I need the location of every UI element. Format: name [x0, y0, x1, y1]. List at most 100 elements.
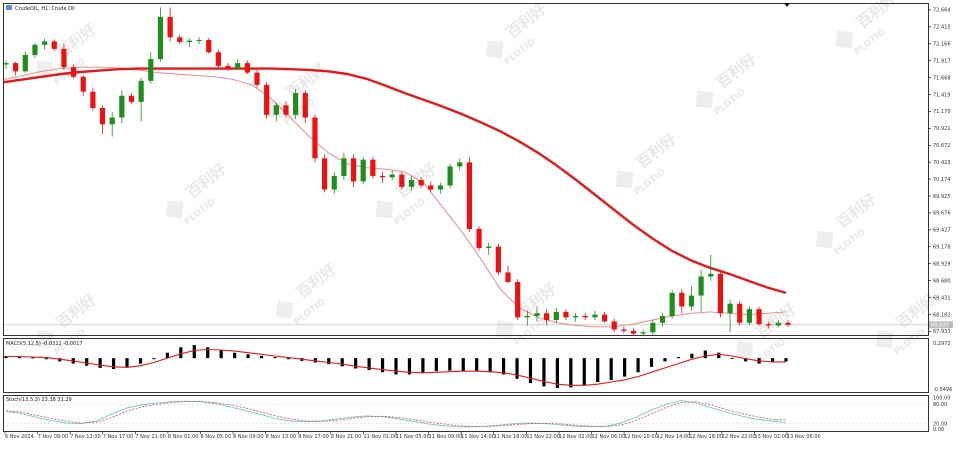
candle: [70, 64, 77, 79]
candle-body: [437, 185, 444, 190]
price-tick-label: 72.415: [933, 25, 951, 31]
candle: [630, 328, 637, 335]
watermark-logo-icon: [165, 200, 184, 219]
candle-body: [746, 309, 752, 323]
watermark-en-text: PLOTIO: [293, 297, 328, 328]
candle-body: [321, 158, 328, 190]
candle-body: [206, 40, 212, 53]
candle: [698, 269, 704, 312]
macd-bar: [770, 358, 775, 363]
candle-body: [90, 91, 96, 108]
macd-bar: [259, 355, 264, 359]
macd-bar: [461, 358, 465, 372]
candle: [766, 321, 772, 329]
price-tick-label: 68.929: [933, 262, 951, 268]
candle-body: [196, 40, 202, 42]
macd-bar: [98, 358, 102, 368]
macd-tick-label: 0.2972: [933, 341, 951, 347]
chart-shift-marker-icon[interactable]: [784, 3, 790, 7]
macd-bar: [569, 358, 573, 388]
macd-bar: [407, 358, 412, 375]
candle-body: [534, 313, 540, 316]
current-price-label: 68.030: [931, 323, 949, 329]
watermark-logo-icon: [875, 330, 894, 349]
watermark-logo-icon: [485, 40, 504, 59]
candle: [196, 37, 202, 45]
candle-body: [408, 180, 415, 187]
price-tick-label: 68.182: [933, 312, 951, 318]
macd-bar: [219, 350, 223, 359]
macd-bar: [475, 358, 479, 372]
candle-body: [582, 315, 588, 318]
candle: [13, 61, 19, 76]
candle-body: [708, 273, 714, 277]
price-tick-label: 69.178: [933, 245, 951, 251]
time-tick-label: 11 Nov 22:00: [526, 434, 560, 440]
macd-bar: [125, 358, 129, 368]
watermark-en-text: PLOTIO: [853, 27, 888, 58]
candle-body: [225, 65, 231, 69]
candle: [669, 290, 675, 319]
price-tick-label: 71.419: [933, 92, 951, 98]
candle-body: [157, 16, 164, 60]
watermark-logo-icon: [815, 230, 834, 249]
price-tick-label: 70.174: [933, 177, 951, 183]
candle: [254, 69, 260, 88]
candle-body: [553, 311, 559, 321]
time-tick-label: 12 Nov 06:00: [592, 434, 626, 440]
stoch-tick-label: 100.00: [933, 396, 951, 402]
candle: [515, 279, 521, 321]
time-tick-label: 13 Nov 06:00: [787, 434, 821, 440]
macd-bar: [703, 350, 707, 359]
macd-bar: [85, 358, 89, 366]
macd-bar: [380, 358, 385, 373]
macd-bar: [448, 358, 452, 371]
macd-tick-label: -0.5496: [933, 387, 952, 393]
time-tick-label: 8 Nov 13:00: [266, 434, 297, 440]
symbol-icon: [6, 5, 12, 10]
candle: [273, 102, 279, 122]
candle: [293, 88, 299, 119]
candle-body: [418, 180, 424, 186]
macd-histogram: 0.2972 -0.5496: [4, 341, 952, 393]
candle: [785, 320, 791, 327]
price-tick-label: 68.431: [933, 295, 951, 301]
time-tick-label: 7 Nov 21:00: [135, 434, 166, 440]
time-tick-label: 12 Nov 02:00: [559, 434, 593, 440]
stoch-signal-line: [5, 401, 787, 427]
watermark-cn-text: 百利好: [633, 130, 680, 172]
watermark-en-text: PLOTIO: [513, 317, 548, 348]
candle-body: [254, 72, 260, 85]
candle-body: [457, 162, 463, 167]
candle-body: [215, 52, 221, 66]
candle: [534, 306, 540, 322]
price-tick-label: 72.166: [933, 41, 951, 47]
candle-body: [99, 107, 106, 125]
candle: [42, 38, 48, 50]
time-tick-label: 11 Nov 05:00: [396, 434, 430, 440]
candle: [90, 87, 96, 111]
price-tick-label: 71.170: [933, 109, 951, 115]
watermark-cn-text: 百利好: [183, 160, 230, 202]
macd-bar: [192, 345, 196, 359]
candle: [650, 320, 656, 335]
time-tick-label: 11 Nov 09:00: [429, 434, 463, 440]
candle: [418, 177, 424, 189]
watermark-logo-icon: [35, 60, 54, 79]
candle: [80, 75, 86, 96]
candle: [775, 320, 781, 327]
candle: [321, 154, 328, 193]
candle: [360, 156, 366, 185]
price-tick-label: 68.680: [933, 278, 951, 284]
macd-bar: [394, 358, 398, 375]
macd-bar: [676, 357, 681, 359]
watermark-logo-icon: [275, 300, 294, 319]
candle: [447, 163, 453, 189]
candle-body: [573, 315, 579, 318]
macd-bar: [206, 347, 210, 359]
stoch-tick-label: 80.00: [933, 402, 947, 408]
